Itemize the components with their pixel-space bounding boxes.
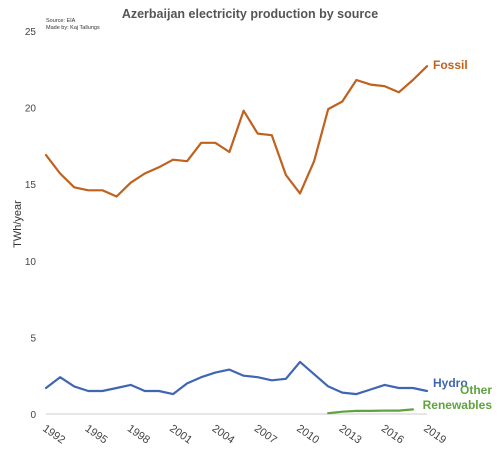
series-line-hydro — [44, 360, 429, 396]
x-tick-label: 1995 — [83, 423, 110, 447]
series-label-other-line-2: Renewables — [422, 398, 492, 413]
series-line-other-renewables — [327, 408, 414, 415]
x-tick-label: 2010 — [294, 423, 321, 447]
x-tick-label: 1992 — [40, 423, 67, 447]
x-tick-label: 2007 — [252, 423, 279, 447]
x-tick-label: 1998 — [125, 423, 152, 447]
y-tick-label: 0 — [30, 410, 36, 421]
x-tick-label: 2004 — [210, 423, 237, 447]
y-tick-label: 10 — [25, 257, 37, 268]
x-tick-label: 2001 — [167, 423, 194, 447]
credit-line: Made by: Kaj Tallungs — [46, 25, 100, 31]
chart-source-note: Source: EIA Made by: Kaj Tallungs — [46, 18, 100, 32]
source-line: Source: EIA — [46, 18, 76, 24]
x-tick-label: 2016 — [379, 423, 406, 447]
y-tick-label: 20 — [25, 104, 37, 115]
chart-title: Azerbaijan electricity production by sou… — [121, 7, 379, 21]
y-tick-label: 25 — [25, 27, 37, 38]
y-tick-label: 15 — [25, 180, 37, 191]
series-line-fossil — [44, 65, 429, 198]
series-label-fossil: Fossil — [433, 58, 468, 73]
y-tick-label: 5 — [30, 333, 36, 344]
x-tick-label: 2013 — [337, 423, 364, 447]
series-label-other-renewables: Other Renewables — [423, 383, 492, 413]
x-tick-label: 2019 — [421, 423, 448, 447]
series-label-other-line-1: Other — [459, 383, 492, 398]
series-label-hydro: Hydro — [433, 376, 468, 391]
